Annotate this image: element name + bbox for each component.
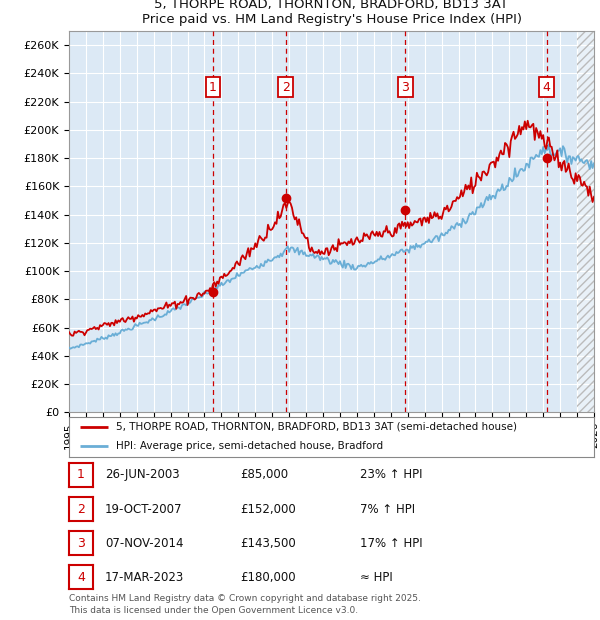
Text: 26-JUN-2003: 26-JUN-2003 xyxy=(105,469,179,481)
Text: 23% ↑ HPI: 23% ↑ HPI xyxy=(360,469,422,481)
Text: £143,500: £143,500 xyxy=(240,537,296,549)
Text: 1: 1 xyxy=(209,81,217,94)
Text: 5, THORPE ROAD, THORNTON, BRADFORD, BD13 3AT (semi-detached house): 5, THORPE ROAD, THORNTON, BRADFORD, BD13… xyxy=(116,422,517,432)
Text: £85,000: £85,000 xyxy=(240,469,288,481)
Text: £152,000: £152,000 xyxy=(240,503,296,515)
Text: 4: 4 xyxy=(77,571,85,583)
Text: 07-NOV-2014: 07-NOV-2014 xyxy=(105,537,184,549)
Text: £180,000: £180,000 xyxy=(240,571,296,583)
Text: 7% ↑ HPI: 7% ↑ HPI xyxy=(360,503,415,515)
Text: ≈ HPI: ≈ HPI xyxy=(360,571,393,583)
Text: 1: 1 xyxy=(77,469,85,481)
Text: 4: 4 xyxy=(543,81,551,94)
Text: 2: 2 xyxy=(77,503,85,515)
Text: HPI: Average price, semi-detached house, Bradford: HPI: Average price, semi-detached house,… xyxy=(116,441,383,451)
Text: Contains HM Land Registry data © Crown copyright and database right 2025.
This d: Contains HM Land Registry data © Crown c… xyxy=(69,594,421,615)
Title: 5, THORPE ROAD, THORNTON, BRADFORD, BD13 3AT
Price paid vs. HM Land Registry's H: 5, THORPE ROAD, THORNTON, BRADFORD, BD13… xyxy=(142,0,521,25)
Text: 2: 2 xyxy=(282,81,290,94)
Text: 3: 3 xyxy=(401,81,409,94)
Text: 3: 3 xyxy=(77,537,85,549)
Text: 17% ↑ HPI: 17% ↑ HPI xyxy=(360,537,422,549)
Text: 17-MAR-2023: 17-MAR-2023 xyxy=(105,571,184,583)
Bar xyxy=(577,31,594,412)
Text: 19-OCT-2007: 19-OCT-2007 xyxy=(105,503,182,515)
Bar xyxy=(577,31,594,412)
